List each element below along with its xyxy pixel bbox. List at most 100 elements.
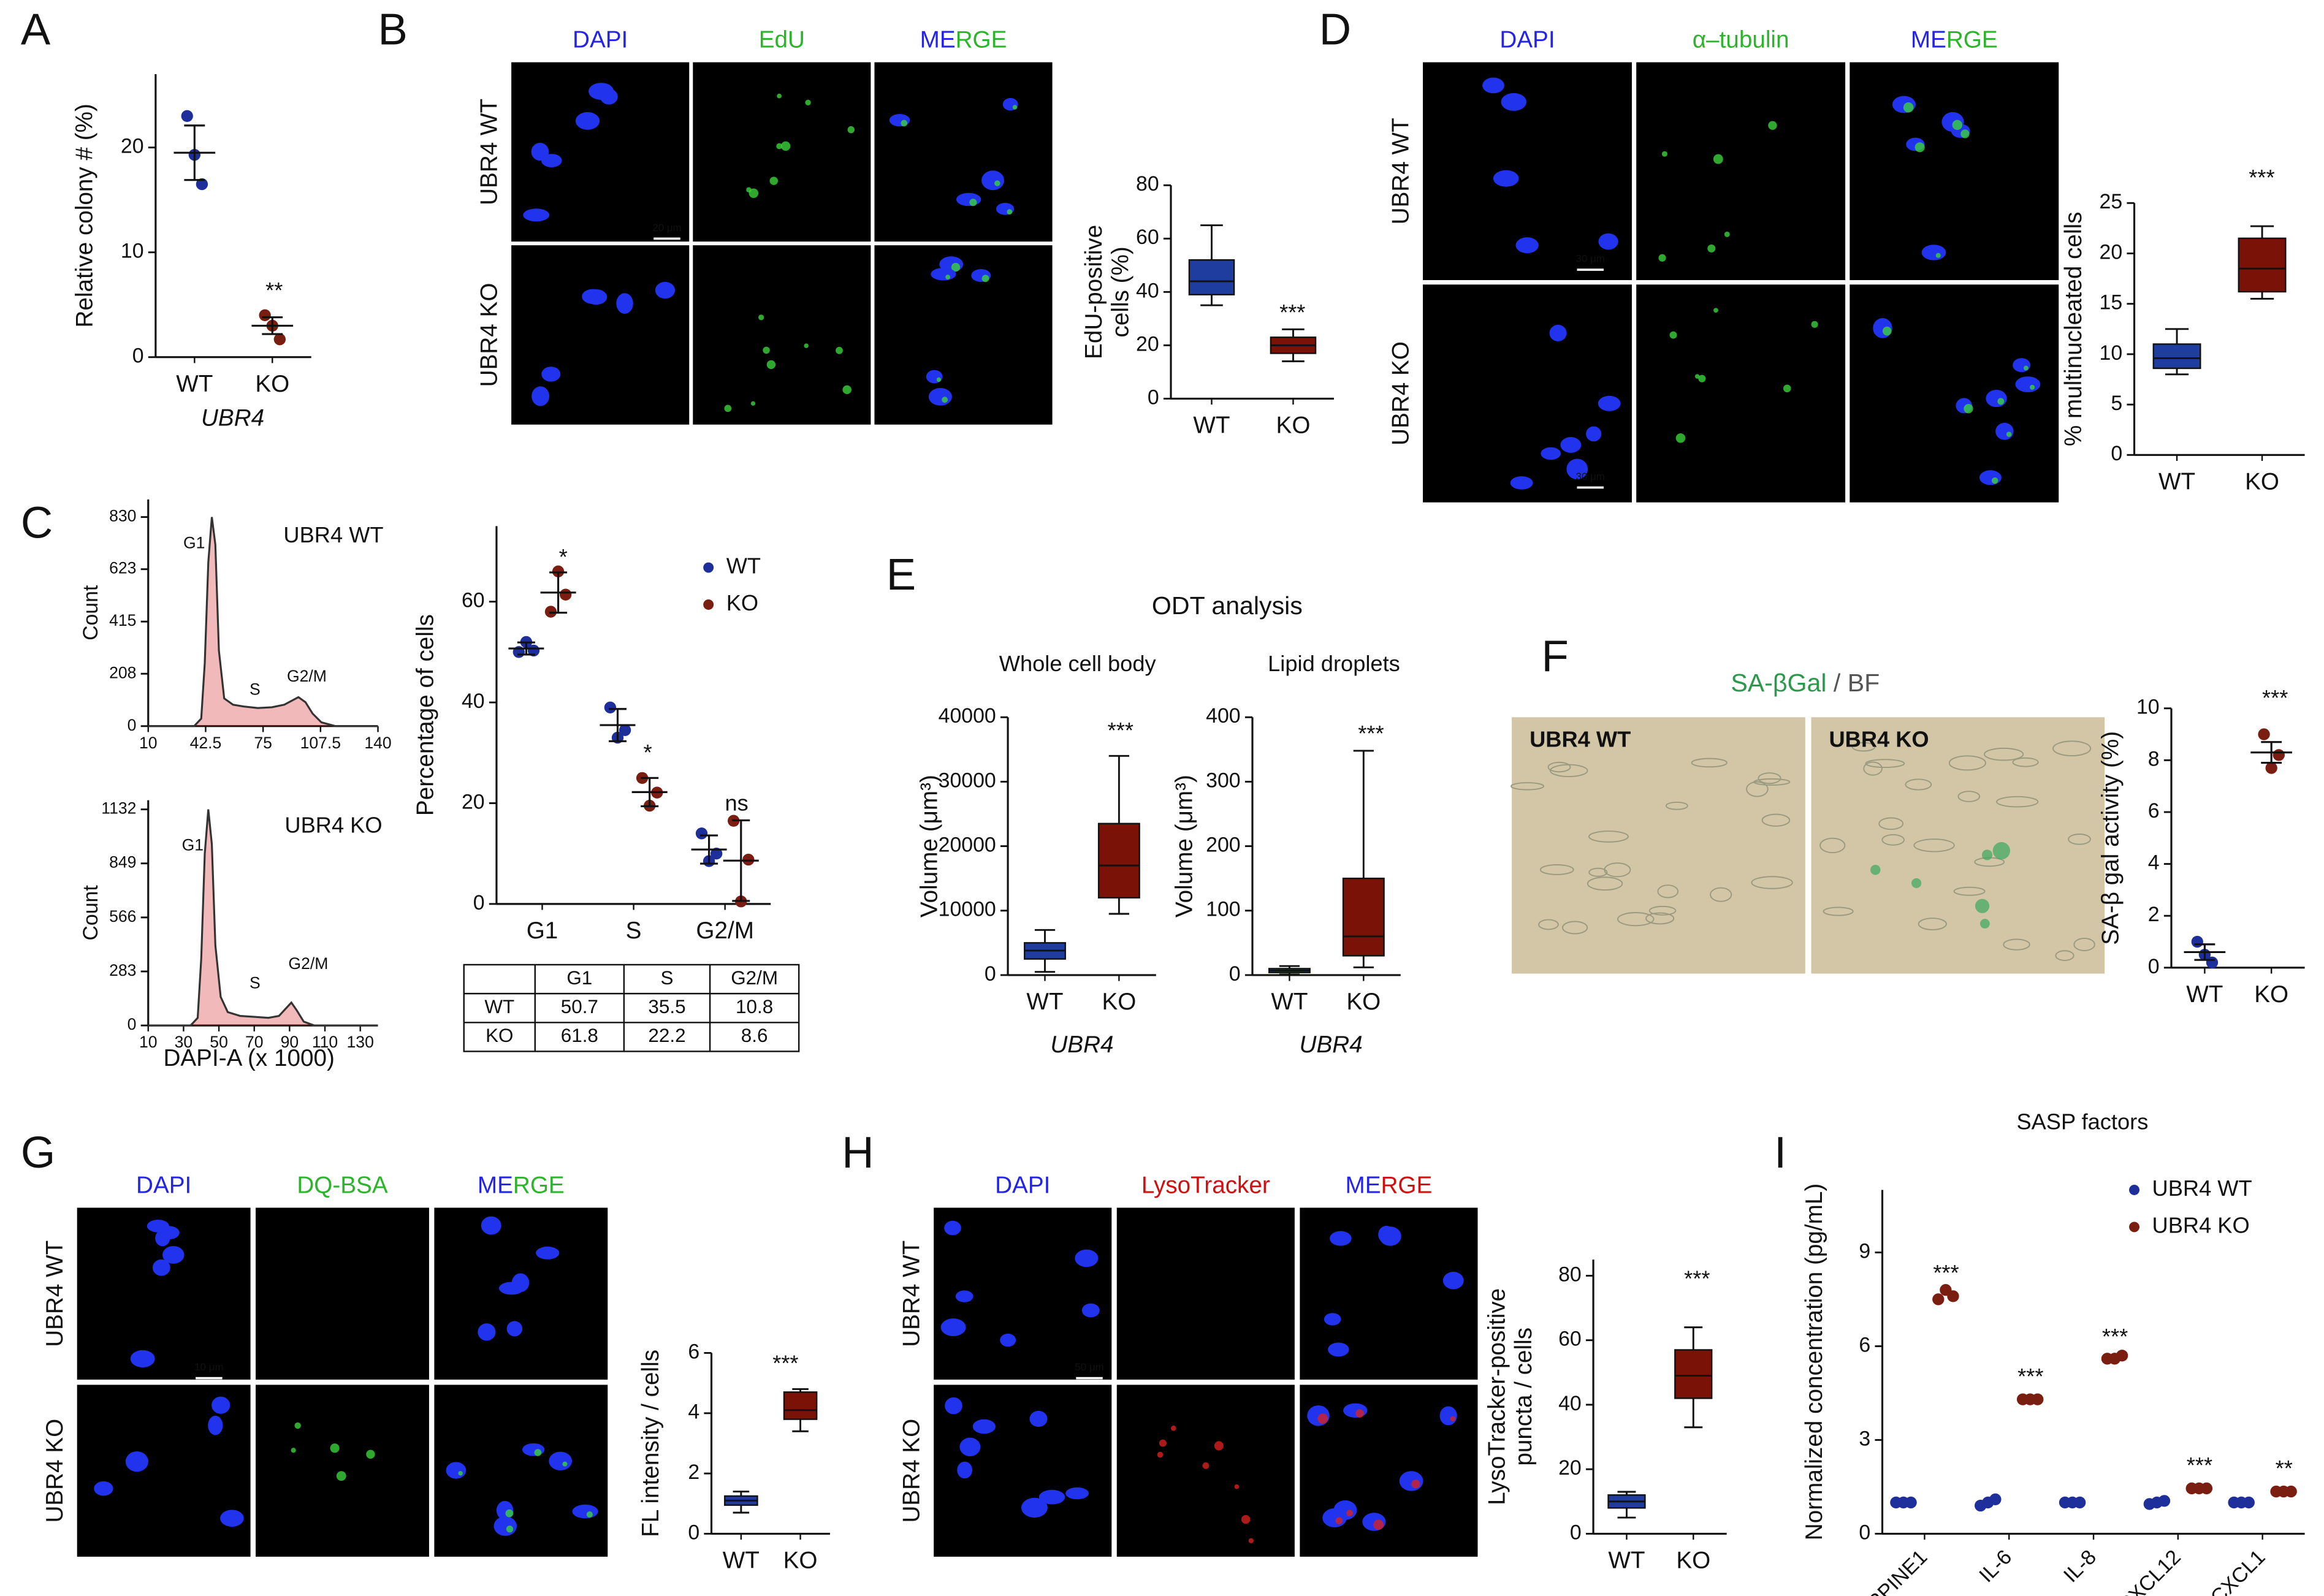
micrograph (256, 1207, 429, 1380)
data-point (604, 701, 617, 713)
nucleus (1324, 1313, 1341, 1326)
image-label: UBR4 WT (1530, 726, 1631, 751)
y-tick-label: 0 (128, 716, 137, 734)
nucleus (481, 1216, 501, 1235)
x-tick-label: WT (1026, 989, 1063, 1015)
cell (1758, 772, 1781, 785)
signal (2030, 384, 2035, 390)
cell (1648, 905, 1677, 916)
cell (1604, 862, 1631, 878)
cell (1984, 747, 2024, 761)
panel-letter: B (378, 4, 408, 54)
data-point (2032, 1393, 2044, 1405)
signal (1698, 374, 1706, 382)
signal (1707, 244, 1716, 253)
nucleus (1501, 93, 1527, 111)
x-tick-label: WT (1608, 1548, 1645, 1574)
signal (1317, 1413, 1328, 1424)
signal (330, 1443, 340, 1453)
nucleus (1439, 1406, 1457, 1426)
signal (1783, 384, 1791, 393)
table-header: G1 (566, 967, 592, 989)
nucleus (572, 1504, 598, 1519)
x-tick-label: KO (783, 1548, 818, 1574)
data-point (544, 606, 557, 618)
cell (1588, 830, 1629, 843)
y-tick-label: 283 (109, 961, 136, 979)
cell (2052, 740, 2092, 757)
table-row-label: WT (484, 996, 514, 1017)
nucleus (155, 1230, 170, 1247)
y-tick-label: 15 (2100, 291, 2123, 314)
column-label: DAPI (1499, 27, 1555, 53)
y-axis-label: Percentage of cells (413, 614, 439, 816)
nucleus (162, 1245, 185, 1264)
data-point (552, 565, 565, 578)
cell (1761, 813, 1791, 827)
row-label: UBR4 KO (42, 1419, 68, 1523)
y-tick-label: 20000 (939, 834, 996, 857)
signal (1202, 1462, 1210, 1469)
image-title-part: SA-βGal (1731, 669, 1826, 697)
annotation: *** (2017, 1364, 2043, 1389)
y-tick-label: 0 (985, 962, 996, 986)
table-cell: 61.8 (561, 1025, 598, 1046)
scale-bar-label: 30 μm (1576, 471, 1605, 482)
table-cell: 35.5 (648, 996, 685, 1017)
chart-title: Whole cell body (999, 651, 1157, 676)
y-axis-label: Volume (μm³) (1171, 775, 1197, 918)
x-tick-label: WT (2186, 981, 2223, 1008)
nucleus (1038, 1489, 1065, 1505)
column-label-part: RGE (1946, 27, 1998, 53)
y-tick-label: 830 (109, 507, 136, 525)
x-tick-label: 10 (139, 734, 158, 752)
cell (1878, 817, 1904, 830)
column-label: DAPI (136, 1172, 191, 1199)
cell (1751, 876, 1793, 889)
micrograph (1116, 1207, 1295, 1380)
nucleus (1598, 233, 1618, 250)
signal (1159, 1439, 1167, 1447)
nucleus (478, 1323, 496, 1341)
y-tick-label: 60 (1558, 1328, 1582, 1351)
nucleus (616, 293, 633, 314)
column-label: DQ-BSA (297, 1172, 387, 1199)
cell (1561, 921, 1588, 935)
nucleus (1995, 422, 2014, 440)
x-tick-label: KO (1346, 989, 1381, 1015)
annotation: G1 (183, 533, 205, 552)
x-tick-label: 10 (139, 1033, 158, 1051)
nucleus (130, 1350, 155, 1368)
annotation: *** (1358, 721, 1384, 746)
x-tick-label: 30 (175, 1033, 193, 1051)
y-tick-label: 6 (1859, 1333, 1870, 1356)
y-axis-label: SA-β gal activity (%) (2097, 731, 2124, 945)
annotation: ** (2276, 1456, 2293, 1481)
legend-label: WT (726, 553, 761, 579)
data-point (2258, 728, 2270, 740)
y-tick-label: 10000 (939, 898, 996, 921)
nucleus (655, 281, 676, 299)
y-tick-label: 100 (1206, 898, 1240, 921)
row-label: UBR4 WT (476, 99, 502, 205)
data-point (259, 309, 271, 321)
box (2152, 343, 2201, 370)
y-tick-label: 623 (109, 559, 136, 577)
legend-marker (2129, 1185, 2139, 1195)
box (1674, 1349, 1713, 1399)
annotation: *** (1279, 300, 1305, 325)
signal (758, 314, 764, 321)
micrograph (874, 62, 1053, 242)
nucleus (1482, 77, 1504, 94)
table-header: S (660, 967, 673, 989)
signal (366, 1450, 375, 1459)
signal (1903, 102, 1914, 113)
signal (1960, 129, 1970, 139)
x-tick-label: 130 (347, 1033, 374, 1051)
signal (981, 275, 989, 283)
nucleus (541, 367, 561, 382)
signal (776, 143, 783, 150)
nucleus (1986, 389, 2007, 408)
signal (1007, 209, 1013, 215)
y-tick-label: 20 (1558, 1456, 1582, 1480)
